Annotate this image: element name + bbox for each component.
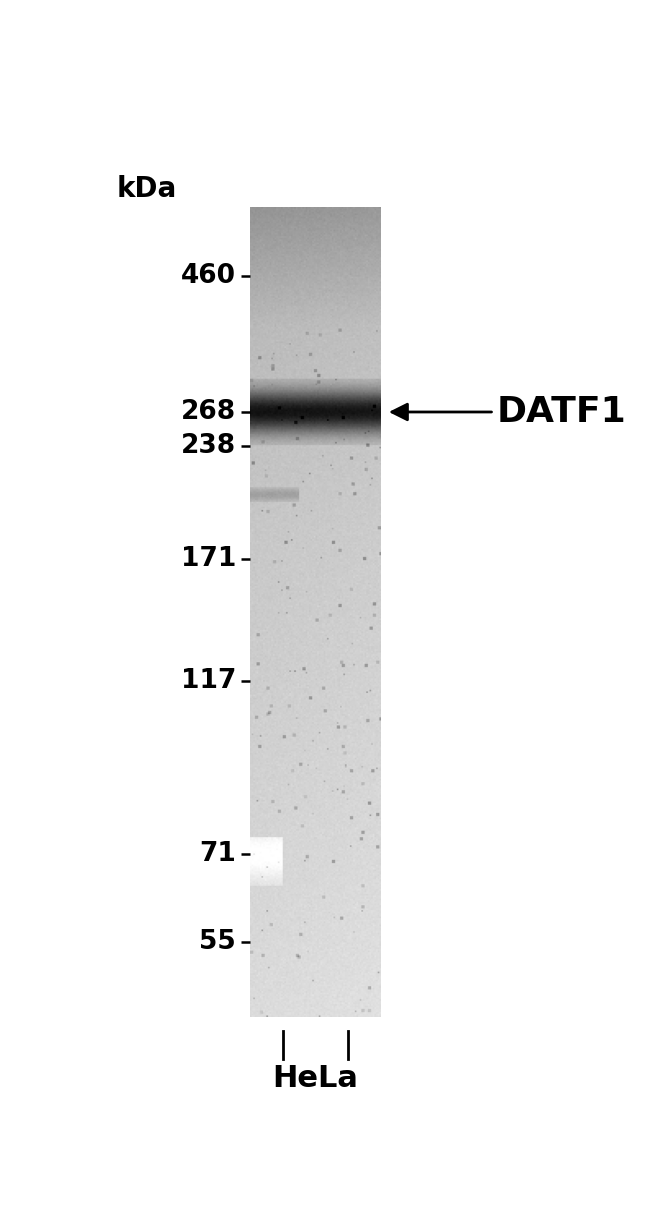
Text: DATF1: DATF1 [497, 395, 627, 429]
Text: 117: 117 [181, 668, 236, 694]
Text: 268: 268 [181, 400, 236, 425]
Text: 238: 238 [181, 433, 236, 458]
Text: HeLa: HeLa [272, 1064, 358, 1092]
Text: 171: 171 [181, 546, 236, 572]
Text: 71: 71 [199, 841, 236, 868]
Text: kDa: kDa [116, 175, 177, 203]
Text: 55: 55 [199, 929, 236, 954]
Text: 460: 460 [181, 264, 236, 290]
